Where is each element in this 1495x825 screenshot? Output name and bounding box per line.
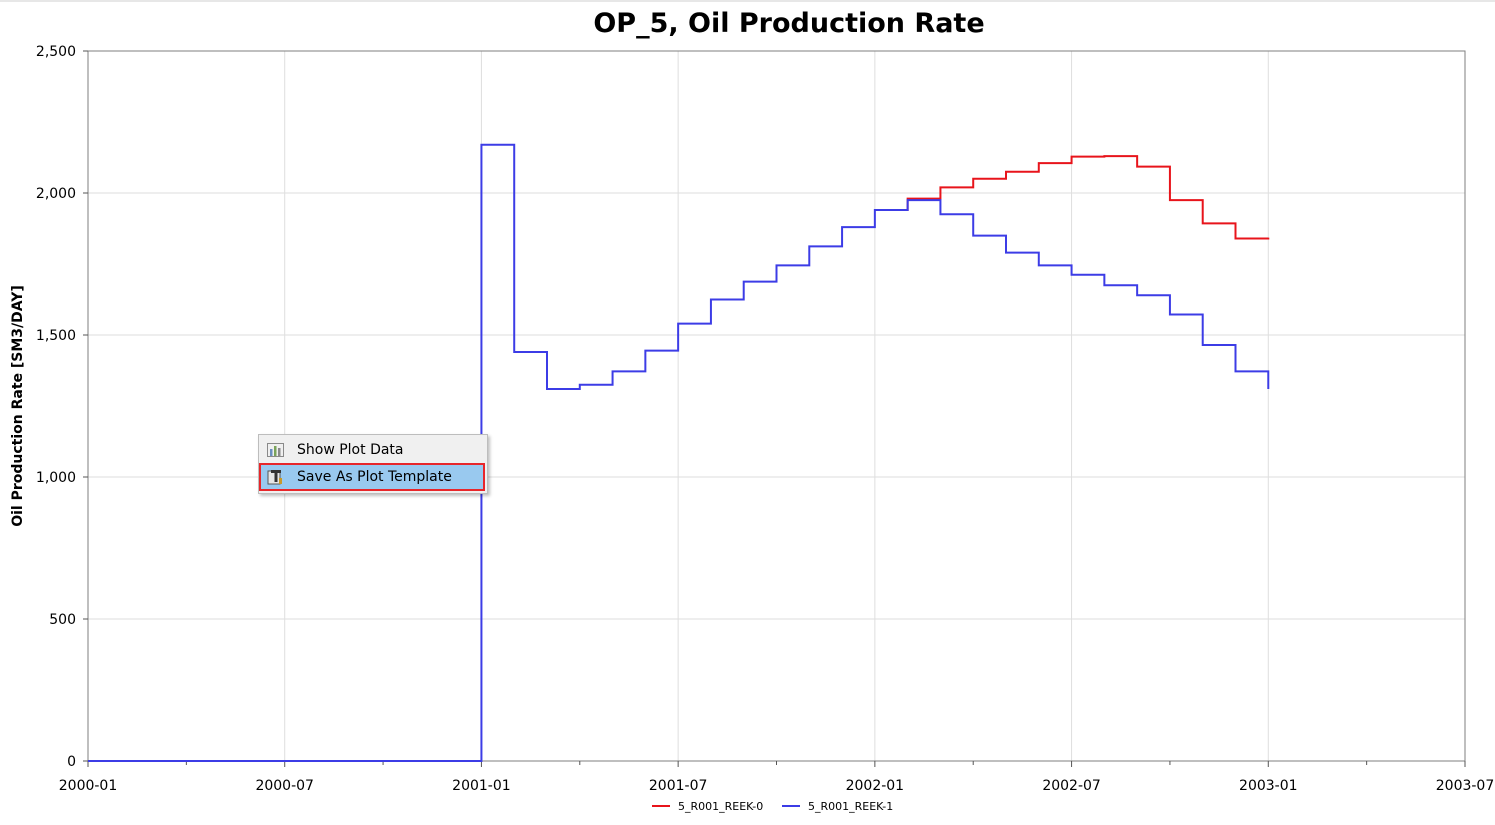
x-axis: 2000-01 2000-07 2001-01 2001-07 2002-01 2002-… <box>59 761 1495 794</box>
bar-chart-icon <box>266 441 284 459</box>
x-tick-label: 2001-07 <box>649 778 708 794</box>
menu-item-save-as-plot-template[interactable]: Save As Plot Template <box>259 463 485 491</box>
y-axis-label: Oil Production Rate [SM3/DAY] <box>10 285 26 527</box>
legend: 5_R001_REEK-0 5_R001_REEK-1 <box>652 800 893 813</box>
x-tick-label: 2000-07 <box>255 778 314 794</box>
y-axis: 0 500 1,000 1,500 2,000 2,500 <box>36 44 88 770</box>
legend-entry: 5_R001_REEK-0 <box>678 800 763 813</box>
x-tick-label: 2003-07 <box>1436 778 1495 794</box>
y-tick-label: 1,000 <box>36 470 76 486</box>
x-tick-label: 2002-07 <box>1042 778 1101 794</box>
menu-item-label: Show Plot Data <box>297 442 404 458</box>
x-tick-label: 2001-01 <box>452 778 511 794</box>
x-tick-label: 2000-01 <box>59 778 118 794</box>
template-icon <box>266 468 284 486</box>
series-line-0 <box>874 155 1270 240</box>
grid <box>88 51 1465 761</box>
y-tick-label: 500 <box>49 612 76 628</box>
plot-frame <box>87 50 1466 762</box>
context-menu: Show Plot Data Save As Plot Template <box>258 434 488 494</box>
series-layer <box>88 143 1270 762</box>
menu-item-label: Save As Plot Template <box>297 469 452 485</box>
x-tick-label: 2003-01 <box>1239 778 1298 794</box>
series-line-1 <box>88 143 1270 762</box>
chart-title: OP_5, Oil Production Rate <box>593 8 984 39</box>
x-tick-label: 2002-01 <box>846 778 905 794</box>
menu-item-show-plot-data[interactable]: Show Plot Data <box>261 438 483 462</box>
y-tick-label: 0 <box>67 754 76 770</box>
y-tick-label: 1,500 <box>36 328 76 344</box>
y-tick-label: 2,500 <box>36 44 76 60</box>
y-tick-label: 2,000 <box>36 186 76 202</box>
legend-entry: 5_R001_REEK-1 <box>808 800 893 813</box>
